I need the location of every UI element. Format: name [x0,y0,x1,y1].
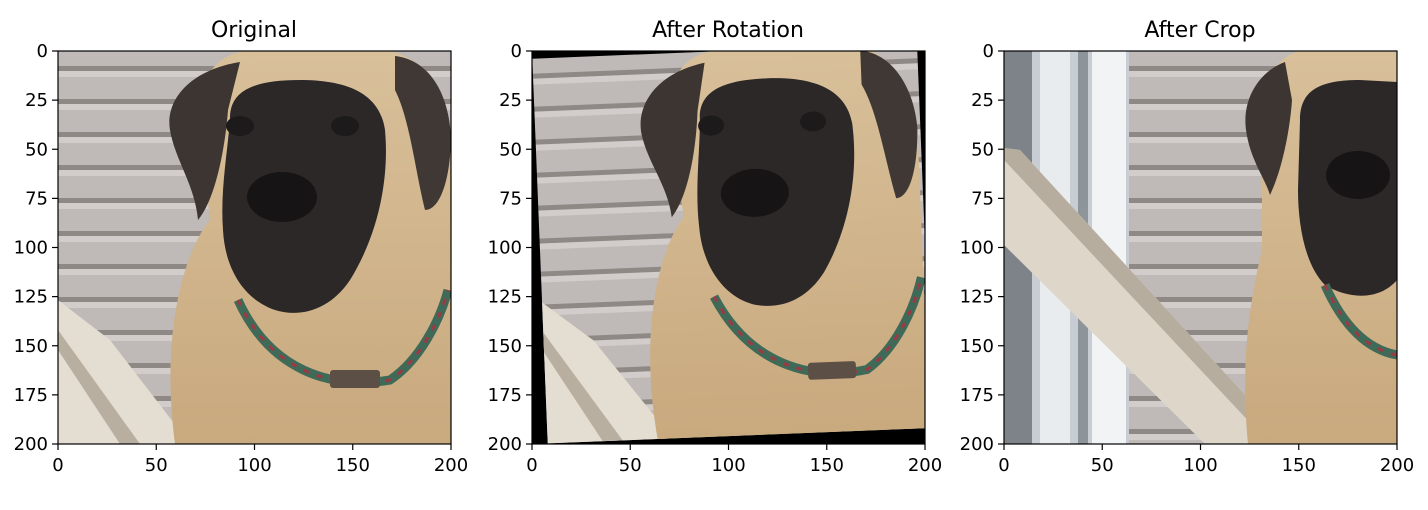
y-tick-label: 50 [971,139,994,160]
y-tick-label: 100 [14,238,48,259]
y-tick-label: 75 [499,188,522,209]
y-tick-label: 0 [983,41,994,62]
panel-original: Original 0 50 100 150 200 0 25 50 75 100 125 150 17… [14,18,469,476]
y-tick-label: 125 [960,287,994,308]
y-axis: 0 25 50 75 100 125 150 175 200 [14,41,58,455]
dog-image [58,51,451,444]
panel-title: Original [211,18,297,43]
y-tick-label: 25 [499,90,522,111]
x-tick-label: 150 [336,455,370,476]
x-tick-label: 50 [1091,455,1114,476]
y-tick-label: 50 [25,139,48,160]
y-tick-label: 175 [960,385,994,406]
y-tick-label: 200 [488,434,522,455]
x-tick-label: 0 [526,455,537,476]
y-tick-label: 150 [960,336,994,357]
y-tick-label: 175 [488,385,522,406]
y-tick-label: 100 [488,238,522,259]
y-tick-label: 200 [960,434,994,455]
y-tick-label: 0 [511,41,522,62]
cropped-dog-image [1004,51,1397,444]
x-tick-label: 200 [434,455,468,476]
y-tick-label: 150 [488,336,522,357]
panel-after-crop: After Crop 0 50 100 150 200 0 25 50 75 100 125 150… [960,18,1415,476]
panel-title: After Rotation [652,18,804,43]
x-tick-label: 100 [1183,455,1217,476]
x-tick-label: 150 [810,455,844,476]
y-axis: 0 25 50 75 100 125 150 175 200 [960,41,1004,455]
y-tick-label: 25 [971,90,994,111]
y-tick-label: 125 [488,287,522,308]
x-tick-label: 100 [237,455,271,476]
y-tick-label: 125 [14,287,48,308]
y-tick-label: 25 [25,90,48,111]
x-axis: 0 50 100 150 200 [52,444,468,476]
y-tick-label: 50 [499,139,522,160]
y-tick-label: 175 [14,385,48,406]
x-tick-label: 0 [52,455,63,476]
rotated-dog-image [532,51,925,444]
y-tick-label: 75 [971,188,994,209]
x-tick-label: 100 [711,455,745,476]
x-axis: 0 50 100 150 200 [526,444,942,476]
y-tick-label: 200 [14,434,48,455]
y-tick-label: 100 [960,238,994,259]
x-tick-label: 200 [908,455,942,476]
y-axis: 0 25 50 75 100 125 150 175 200 [488,41,532,455]
y-tick-label: 0 [37,41,48,62]
y-tick-label: 75 [25,188,48,209]
x-axis: 0 50 100 150 200 [998,444,1414,476]
y-tick-label: 150 [14,336,48,357]
x-tick-label: 150 [1282,455,1316,476]
x-tick-label: 200 [1380,455,1414,476]
x-tick-label: 0 [998,455,1009,476]
panel-title: After Crop [1144,18,1255,43]
x-tick-label: 50 [145,455,168,476]
x-tick-label: 50 [619,455,642,476]
